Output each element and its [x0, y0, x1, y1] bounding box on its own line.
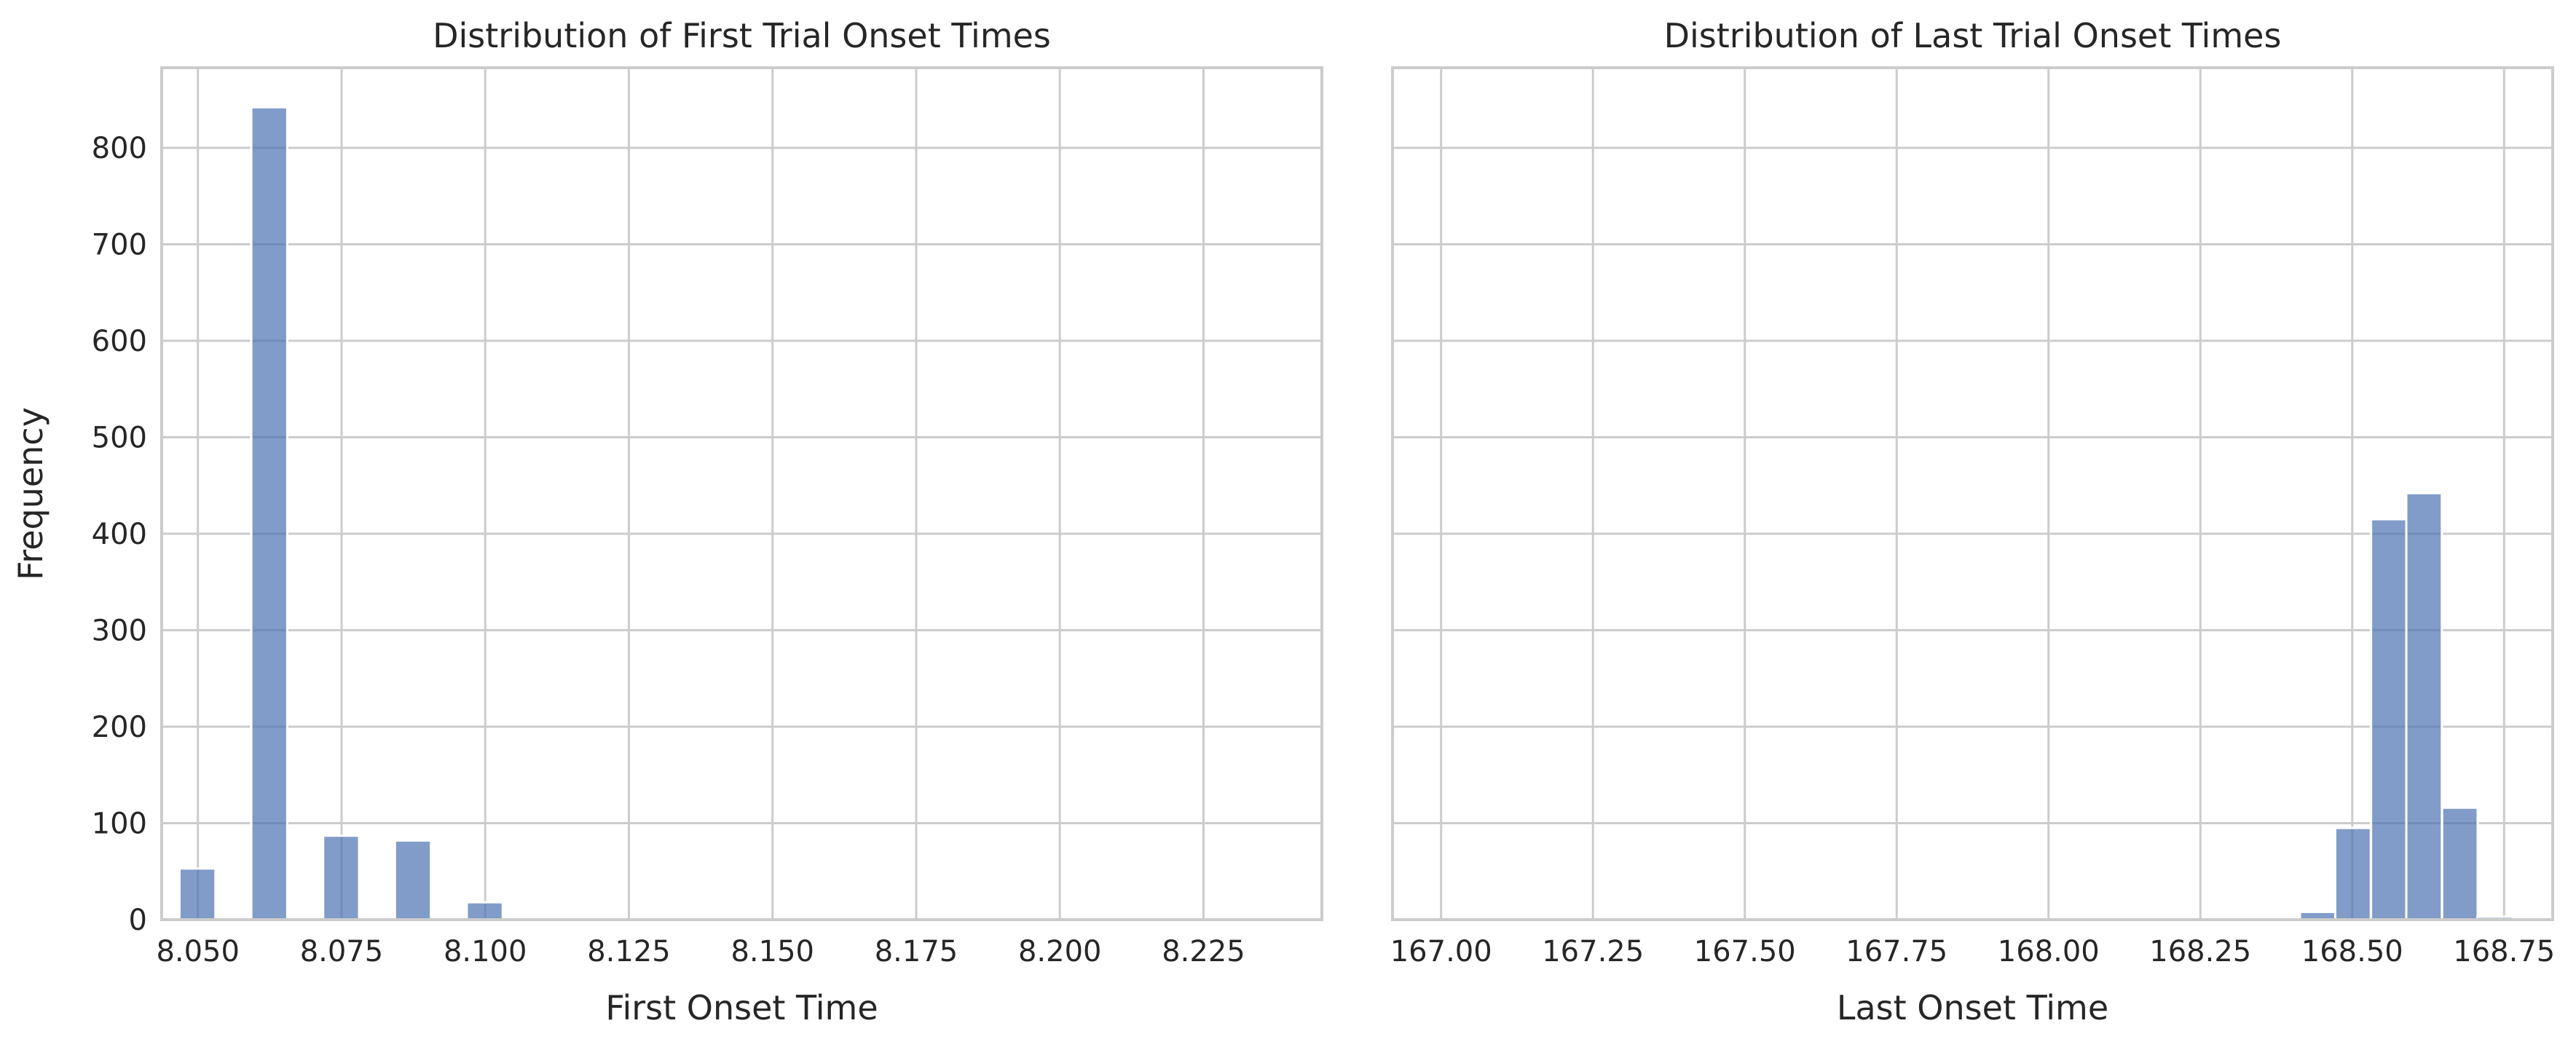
x-tick-label: 8.050 — [156, 935, 240, 968]
y-tick-label: 400 — [92, 518, 147, 551]
histogram-bar — [250, 106, 288, 921]
x-tick-label: 167.25 — [1542, 935, 1644, 968]
histogram-bars — [178, 106, 504, 921]
first-onset-histogram-panel: 8.050 8.075 8.100 8.125 8.150 8.175 8.200 8.225… — [11, 16, 1323, 1027]
histogram-bar — [2370, 518, 2408, 921]
x-tick-label: 8.100 — [444, 935, 527, 968]
x-tick-label: 8.175 — [875, 935, 958, 968]
histogram-bar — [178, 867, 217, 921]
x-tick-label: 8.200 — [1018, 935, 1102, 968]
histogram-bar — [465, 901, 504, 921]
y-tick-label: 0 — [129, 904, 147, 937]
x-tick-label: 8.225 — [1162, 935, 1245, 968]
plot-area-background — [162, 68, 1322, 920]
histogram-bar — [2405, 492, 2443, 921]
x-tick-label: 8.075 — [300, 935, 384, 968]
last-onset-histogram-panel: 167.00 167.25 167.50 167.75 168.00 168.25 168.… — [1390, 16, 2556, 1027]
y-tick-label: 600 — [92, 325, 147, 358]
gridlines — [162, 68, 1322, 921]
chart-title: Distribution of First Trial Onset Times — [433, 16, 1051, 55]
x-axis-label: First Onset Time — [605, 988, 878, 1027]
y-axis-label: Frequency — [11, 407, 50, 580]
x-tick-label: 168.00 — [1998, 935, 2100, 968]
histogram-bar — [2441, 806, 2479, 921]
y-tick-label: 100 — [92, 807, 147, 840]
x-tick-labels: 8.050 8.075 8.100 8.125 8.150 8.175 8.200 8.225 — [156, 935, 1245, 968]
histogram-bar — [393, 839, 433, 921]
histogram-bars — [1446, 492, 2514, 921]
plot-area-background — [1393, 68, 2553, 920]
y-tick-label: 800 — [92, 132, 147, 165]
x-axis-label: Last Onset Time — [1837, 988, 2108, 1027]
y-tick-label: 500 — [92, 421, 147, 454]
x-tick-label: 167.75 — [1846, 935, 1947, 968]
histogram-bar — [2333, 826, 2372, 921]
plot-frame — [1391, 66, 2554, 921]
x-tick-label: 168.50 — [2301, 935, 2403, 968]
x-tick-label: 167.00 — [1390, 935, 1492, 968]
x-tick-label: 8.150 — [730, 935, 814, 968]
y-tick-label: 200 — [92, 711, 147, 744]
chart-title: Distribution of Last Trial Onset Times — [1664, 16, 2282, 55]
x-tick-label: 168.25 — [2149, 935, 2251, 968]
y-tick-label: 300 — [92, 614, 147, 647]
y-tick-labels: 0 100 200 300 400 500 600 700 800 — [92, 132, 147, 937]
x-tick-label: 167.50 — [1694, 935, 1796, 968]
histogram-bar — [322, 834, 361, 921]
x-tick-label: 168.75 — [2453, 935, 2555, 968]
plot-frame — [160, 66, 1323, 921]
x-tick-label: 8.125 — [587, 935, 671, 968]
x-tick-labels: 167.00 167.25 167.50 167.75 168.00 168.25 168.… — [1390, 935, 2556, 968]
y-tick-label: 700 — [92, 228, 147, 261]
